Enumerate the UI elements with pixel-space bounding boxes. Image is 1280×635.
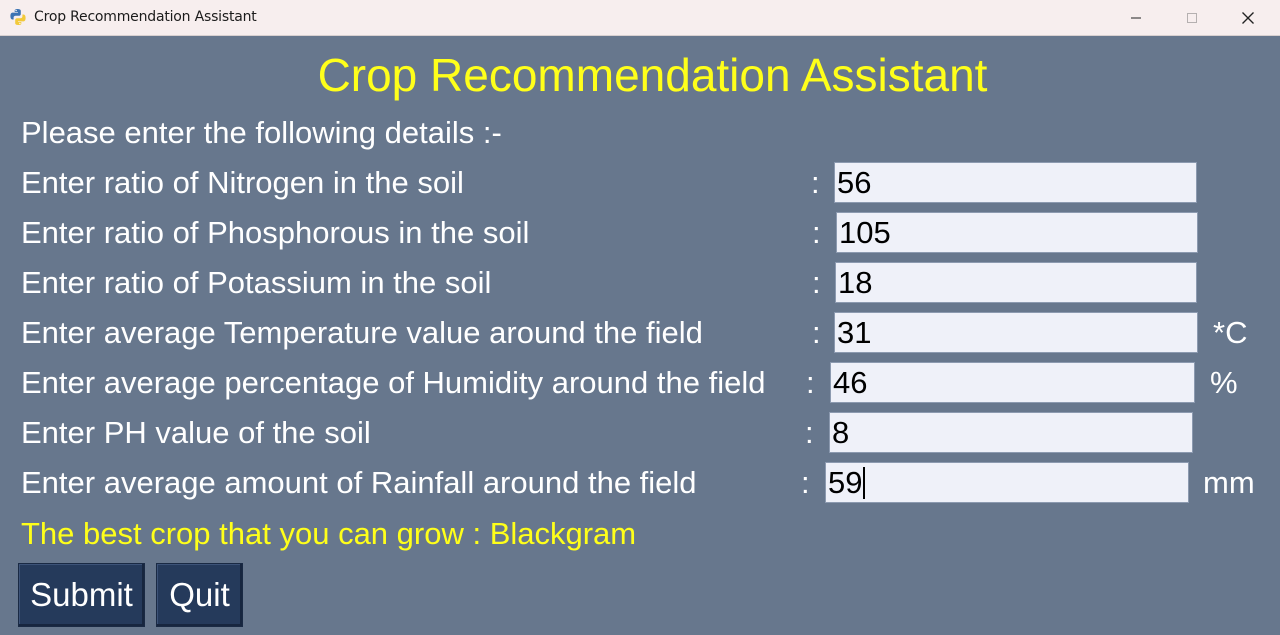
minimize-button[interactable] — [1108, 0, 1164, 36]
maximize-icon — [1187, 13, 1197, 23]
rainfall-label: Enter average amount of Rainfall around … — [21, 465, 697, 500]
close-icon — [1242, 12, 1254, 24]
python-app-icon — [10, 9, 26, 25]
nitrogen-label: Enter ratio of Nitrogen in the soil — [21, 165, 464, 200]
rainfall-unit: mm — [1203, 465, 1255, 500]
nitrogen-colon: : — [811, 165, 820, 200]
temperature-input[interactable]: 31 — [834, 312, 1198, 353]
rainfall-value: 59 — [828, 465, 863, 500]
window-title: Crop Recommendation Assistant — [34, 9, 257, 25]
close-button[interactable] — [1220, 0, 1276, 36]
text-caret — [863, 467, 866, 499]
result-text: The best crop that you can grow : Blackg… — [21, 516, 637, 551]
phosphorous-colon: : — [812, 215, 821, 250]
potassium-input[interactable]: 18 — [835, 262, 1197, 303]
humidity-input[interactable]: 46 — [830, 362, 1195, 403]
rainfall-colon: : — [801, 465, 810, 500]
temperature-colon: : — [812, 315, 821, 350]
intro-text: Please enter the following details :- — [21, 115, 502, 150]
ph-colon: : — [805, 415, 814, 450]
phosphorous-label: Enter ratio of Phosphorous in the soil — [21, 215, 530, 250]
humidity-label: Enter average percentage of Humidity aro… — [21, 365, 766, 400]
potassium-colon: : — [812, 265, 821, 300]
nitrogen-input[interactable]: 56 — [834, 162, 1197, 203]
temperature-label: Enter average Temperature value around t… — [21, 315, 703, 350]
maximize-button[interactable] — [1164, 0, 1220, 36]
minimize-icon — [1131, 17, 1141, 19]
app-content: Crop Recommendation Assistant Please ent… — [0, 36, 1280, 635]
humidity-colon: : — [806, 365, 815, 400]
submit-button[interactable]: Submit — [18, 563, 145, 627]
phosphorous-input[interactable]: 105 — [836, 212, 1198, 253]
quit-button[interactable]: Quit — [156, 563, 243, 627]
ph-label: Enter PH value of the soil — [21, 415, 371, 450]
window-titlebar: Crop Recommendation Assistant — [0, 0, 1280, 36]
temperature-unit: *C — [1213, 315, 1248, 350]
page-title: Crop Recommendation Assistant — [317, 49, 988, 101]
potassium-label: Enter ratio of Potassium in the soil — [21, 265, 492, 300]
rainfall-input[interactable]: 59 — [825, 462, 1189, 503]
humidity-unit: % — [1210, 365, 1238, 400]
ph-input[interactable]: 8 — [829, 412, 1193, 453]
